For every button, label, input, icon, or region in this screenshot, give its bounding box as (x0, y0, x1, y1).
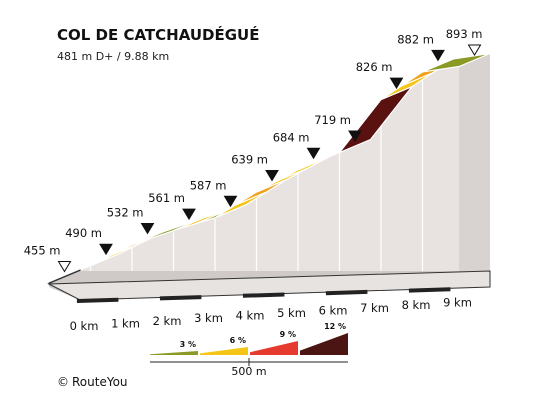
elevation-label: 719 m (314, 113, 351, 127)
chart-subtitle: 481 m D+ / 9.88 km (57, 50, 169, 63)
gradient-legend: 3 % 6 % 9 % 12 % 500 m (150, 322, 348, 378)
elevation-label: 893 m (446, 27, 483, 41)
km-marker-icon (265, 170, 279, 182)
legend-label: 9 % (280, 330, 296, 339)
km-marker-icon (99, 243, 113, 256)
legend-swatch (150, 351, 198, 355)
legend-label: 3 % (180, 340, 196, 349)
elevation-label: 684 m (273, 130, 310, 144)
profile-base-top (47, 270, 491, 301)
km-marker-icon (389, 77, 404, 90)
km-tick-label: 9 km (443, 296, 472, 310)
elevation-label: 826 m (356, 60, 393, 74)
km-tick-label: 2 km (153, 314, 182, 328)
km-band-bar (159, 295, 202, 301)
km-tick-label: 6 km (319, 303, 348, 317)
ridge-segment (422, 52, 491, 73)
legend-swatch (300, 333, 348, 355)
profile-body: 455 m 490 m 532 m 561 m 587 m 639 m 684 m 719 m… (24, 27, 491, 333)
legend-label: 12 % (324, 322, 346, 331)
km-marker-icon (223, 195, 238, 208)
open-marker-icon (467, 44, 482, 56)
scale-bar-label: 500 m (231, 365, 266, 378)
elevation-label: 490 m (65, 226, 102, 240)
km-band-bar (76, 297, 119, 303)
profile-end-face (459, 53, 491, 285)
elevation-label: 532 m (107, 205, 144, 219)
elevation-label: 639 m (231, 153, 268, 167)
km-tick-label: 4 km (236, 309, 265, 323)
elevation-label: 561 m (148, 191, 185, 205)
open-marker-icon (57, 261, 72, 273)
km-marker-icon (182, 208, 196, 221)
elevation-label: 587 m (190, 178, 227, 192)
copyright-icon: © (57, 375, 69, 389)
legend-swatch (250, 341, 298, 355)
km-marker-icon (306, 147, 321, 160)
km-tick-label: 8 km (402, 298, 431, 312)
km-tick-label: 0 km (70, 319, 99, 333)
km-band-bar (242, 292, 285, 298)
elevation-label: 882 m (397, 32, 434, 46)
km-marker-icon (140, 222, 155, 235)
chart-title: COL DE CATCHAUDÉGUÉ (57, 25, 259, 44)
routeyou-brand: RouteYou (72, 375, 128, 389)
km-band-bar (325, 289, 368, 296)
legend-label: 6 % (230, 336, 246, 345)
elevation-label: 455 m (24, 244, 61, 258)
km-tick-label: 3 km (194, 311, 223, 325)
profile-side-face (49, 66, 460, 284)
legend-swatch (200, 347, 248, 355)
km-band-bar (408, 287, 451, 293)
km-marker-icon (431, 49, 445, 62)
km-tick-label: 5 km (277, 306, 306, 320)
km-marker-icon (348, 130, 362, 142)
km-tick-label: 7 km (360, 301, 389, 315)
km-tick-label: 1 km (111, 316, 140, 330)
